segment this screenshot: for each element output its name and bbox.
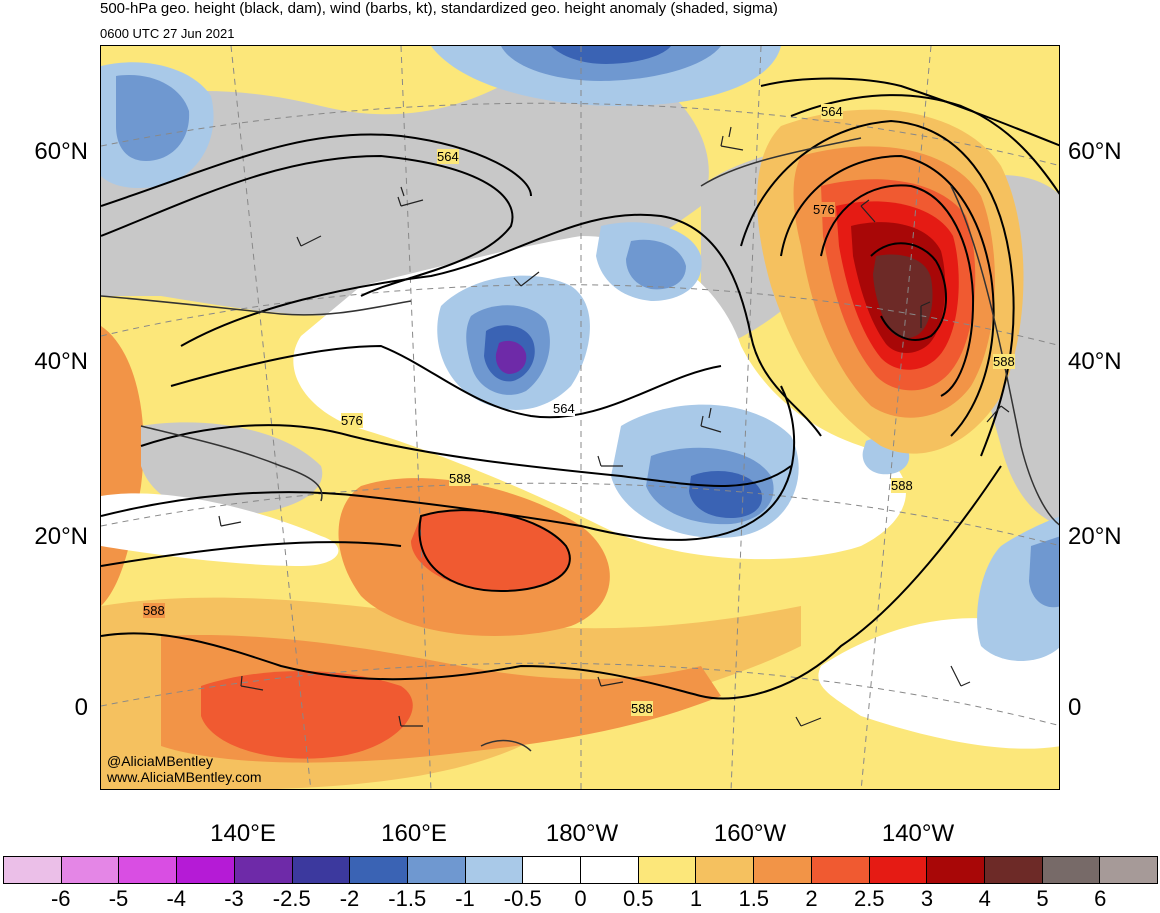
- lon-label: 180°W: [545, 820, 619, 847]
- colorbar-swatch: [754, 857, 812, 883]
- colorbar-tick-label: 4: [978, 886, 991, 911]
- colorbar-tick-label: -0.5: [503, 886, 542, 911]
- colorbar-swatch: [465, 857, 524, 883]
- colorbar-tick-label: -2.5: [272, 886, 311, 911]
- colorbar-tick-label: 3: [920, 886, 934, 911]
- contour-label: 588: [631, 701, 653, 716]
- colorbar-tick-label: -4: [166, 886, 187, 911]
- colorbar-swatch: [1100, 857, 1158, 883]
- contour-label: 588: [891, 478, 913, 493]
- colorbar-tick-label: -1.5: [388, 886, 427, 911]
- valid-time: 0600 UTC 27 Jun 2021: [100, 26, 235, 41]
- height-contours: [101, 77, 1059, 700]
- shading-ridge-6: [873, 254, 933, 339]
- colorbar-tick-label: 6: [1094, 886, 1107, 911]
- colorbar-tick-label: 5: [1036, 886, 1049, 911]
- shading-neg-east2: [1029, 536, 1059, 608]
- colorbar-swatch: [638, 857, 697, 883]
- colorbar-swatch: [407, 857, 466, 883]
- colorbar-swatch: [292, 857, 351, 883]
- colorbar: [3, 856, 1158, 884]
- lat-label-right: 60°N: [1068, 138, 1122, 165]
- credit-website: www.AliciaMBentley.com: [107, 769, 262, 785]
- shading-tropics-red: [201, 671, 413, 759]
- shading-subtropic-red: [411, 510, 570, 591]
- lon-label: 140°E: [210, 820, 276, 847]
- colorbar-tick-label: 2.5: [853, 886, 885, 911]
- colorbar-tick-label: 0: [574, 886, 587, 911]
- colorbar-swatch: [984, 857, 1043, 883]
- contour-label: 576: [341, 413, 363, 428]
- colorbar-tick-label: -6: [50, 886, 71, 911]
- colorbar-swatch: [1042, 857, 1101, 883]
- lat-label-left: 40°N: [34, 348, 88, 375]
- map-canvas: [101, 46, 1059, 789]
- lon-label: 160°W: [713, 820, 787, 847]
- colorbar-tick-label: 2: [805, 886, 818, 911]
- colorbar-swatch: [61, 857, 120, 883]
- credit-handle: @AliciaMBentley: [107, 753, 214, 769]
- contour-label: 588: [993, 354, 1015, 369]
- lat-label-left: 0: [74, 694, 88, 721]
- contour-label: 564: [821, 104, 843, 119]
- coastlines: [101, 137, 1059, 752]
- colorbar-tick-label: 0.5: [622, 886, 654, 911]
- colorbar-tick-label: -5: [108, 886, 129, 911]
- lat-label-right: 20°N: [1068, 523, 1122, 550]
- colorbar-swatch: [869, 857, 928, 883]
- contour-label: 564: [437, 149, 459, 164]
- graticule: [101, 46, 1059, 789]
- lon-label: 160°E: [381, 820, 447, 847]
- colorbar-tick-label: -2: [339, 886, 360, 911]
- contour-label: 576: [813, 202, 835, 217]
- colorbar-swatch: [696, 857, 755, 883]
- colorbar-tick-label: 1: [689, 886, 703, 911]
- colorbar-swatch: [811, 857, 870, 883]
- contour-label: 588: [143, 603, 165, 618]
- colorbar-swatch: [523, 857, 582, 883]
- map-title: 500-hPa geo. height (black, dam), wind (…: [100, 0, 778, 17]
- colorbar-swatch: [927, 857, 985, 883]
- shading-neg-okhotsk2: [626, 239, 686, 290]
- contour-label: 564: [553, 401, 575, 416]
- lat-label-right: 0: [1068, 694, 1082, 721]
- colorbar-swatch: [119, 857, 178, 883]
- map-panel: @AliciaMBentley www.AliciaMBentley.com 5…: [100, 45, 1060, 790]
- lat-label-left: 60°N: [34, 138, 88, 165]
- shading-neg-central3: [689, 471, 762, 518]
- lon-label: 140°W: [881, 820, 955, 847]
- colorbar-tick-label: -1: [455, 886, 475, 911]
- colorbar-swatch: [177, 857, 235, 883]
- colorbar-swatch: [4, 857, 62, 883]
- colorbar-swatch: [350, 857, 408, 883]
- colorbar-swatch: [581, 857, 639, 883]
- lat-label-right: 40°N: [1068, 348, 1122, 375]
- lat-label-left: 20°N: [34, 523, 88, 550]
- colorbar-tick-label: -3: [224, 886, 244, 911]
- wind-barbs: [218, 126, 1010, 727]
- contour-label: 588: [449, 471, 471, 486]
- shading-neutral-west: [101, 493, 339, 566]
- colorbar-tick-label: 1.5: [738, 886, 770, 911]
- shading-neg-low4: [495, 340, 527, 374]
- colorbar-swatch: [234, 857, 293, 883]
